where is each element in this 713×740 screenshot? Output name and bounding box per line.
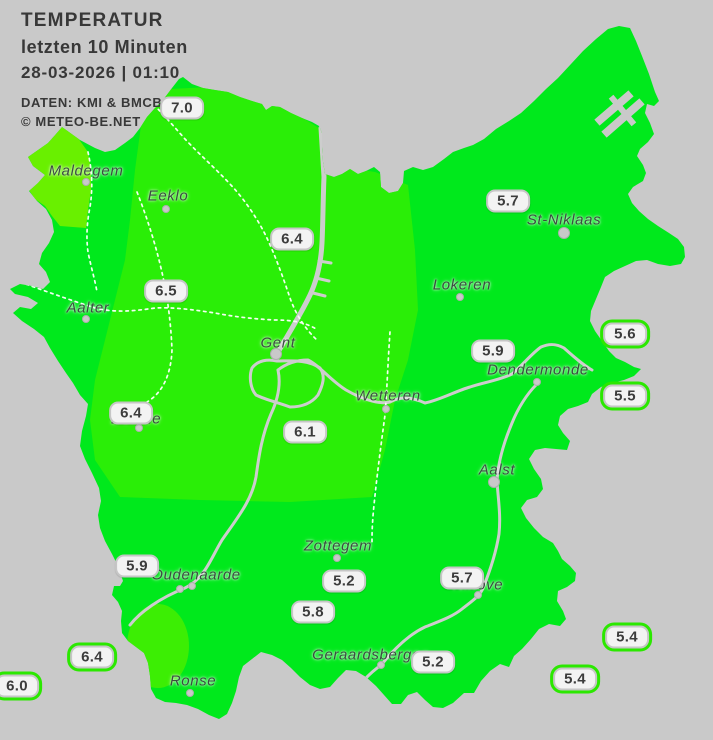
page-title: TEMPERATUR — [21, 10, 164, 31]
city-label-dendermonde: Dendermonde — [487, 361, 589, 379]
city-label-gent: Gent — [260, 334, 296, 352]
city-label-lokeren: Lokeren — [432, 276, 492, 294]
temp-badge: 5.4 — [553, 667, 597, 691]
warm-patch-maldegem — [28, 127, 91, 228]
temp-badge: 6.5 — [144, 279, 188, 303]
city-dot — [135, 424, 143, 432]
temp-badge: 5.7 — [486, 189, 530, 213]
city-dot — [82, 178, 90, 186]
temp-badge: 5.6 — [603, 322, 647, 346]
city-dot — [474, 591, 482, 599]
city-dot — [488, 476, 500, 488]
map-header: TEMPERATUR letzten 10 Minuten 28-03-2026… — [21, 8, 188, 131]
temp-badge: 5.9 — [115, 554, 159, 578]
city-label-maldegem: Maldegem — [48, 162, 124, 180]
city-label-aalter: Aalter — [66, 299, 110, 317]
city-label-oudenaarde: Oudenaarde — [151, 566, 241, 584]
city-dot — [382, 405, 390, 413]
temp-badge: 6.0 — [0, 674, 39, 698]
temp-badge: 5.2 — [411, 650, 455, 674]
temp-badge: 6.1 — [283, 420, 327, 444]
city-label-ronse: Ronse — [169, 672, 217, 690]
temp-badge: 5.8 — [291, 600, 335, 624]
city-label-zottegem: Zottegem — [303, 537, 373, 555]
city-dot — [82, 315, 90, 323]
date-time: 28-03-2026 | 01:10 — [21, 63, 181, 82]
temp-badge: 6.4 — [109, 401, 153, 425]
city-label-geraardsbergen: Geraardsbergen — [312, 646, 430, 664]
city-dot — [533, 378, 541, 386]
city-dot — [456, 293, 464, 301]
warm-band-central — [90, 85, 418, 502]
city-dot — [270, 348, 282, 360]
temp-badge: 5.5 — [603, 384, 647, 408]
city-dot — [188, 582, 196, 590]
city-dot — [558, 227, 570, 239]
city-dot — [176, 585, 184, 593]
data-source: DATEN: KMI & BMCB — [21, 95, 163, 110]
temp-badge: 5.4 — [605, 625, 649, 649]
city-dot — [186, 689, 194, 697]
city-label-wetteren: Wetteren — [355, 387, 421, 405]
city-label-st-niklaas: St-Niklaas — [526, 211, 602, 229]
city-dot — [162, 205, 170, 213]
gent-ring — [248, 358, 325, 409]
river-dender — [358, 383, 538, 687]
temp-badge: 6.4 — [70, 645, 114, 669]
temp-badge: 5.7 — [440, 566, 484, 590]
temp-badge: 6.4 — [270, 227, 314, 251]
page-subtitle: letzten 10 Minuten — [21, 37, 188, 57]
temp-badge: 5.2 — [322, 569, 366, 593]
city-dot — [333, 554, 341, 562]
harbor-docks — [594, 90, 645, 138]
temp-badge: 5.9 — [471, 339, 515, 363]
copyright-label: © METEO-BE.NET — [21, 114, 141, 129]
temp-badge: 7.0 — [160, 96, 204, 120]
river-scheldt-east — [276, 343, 594, 405]
city-dot — [377, 661, 385, 669]
canal-gent-terneuzen — [274, 125, 327, 357]
city-label-aalst: Aalst — [478, 461, 516, 479]
city-label-eeklo: Eeklo — [147, 187, 189, 205]
